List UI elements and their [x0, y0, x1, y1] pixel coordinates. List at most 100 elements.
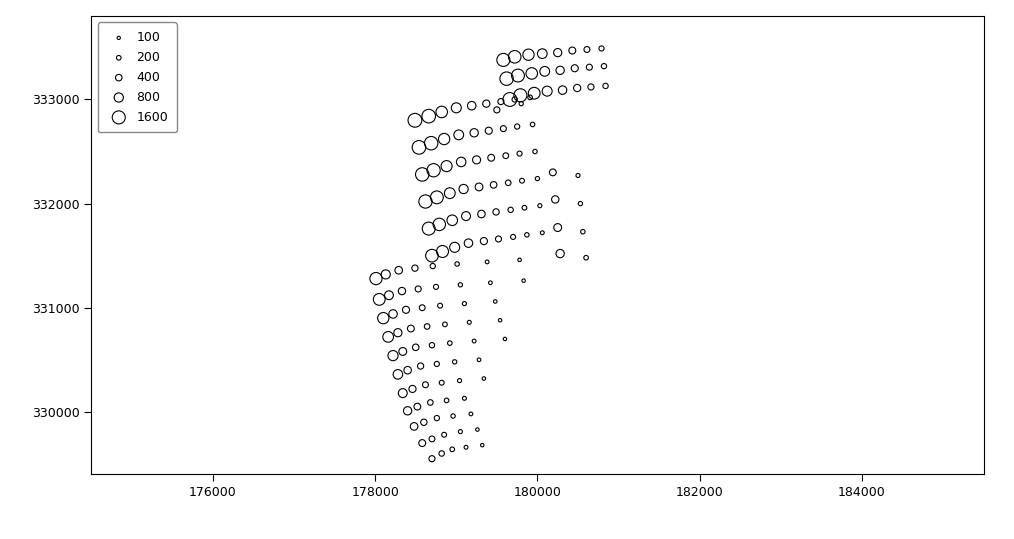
- Point: [389, 370, 406, 379]
- Point: [479, 258, 495, 266]
- Point: [416, 418, 432, 426]
- Point: [469, 425, 486, 434]
- Point: [380, 333, 396, 341]
- Point: [424, 454, 440, 463]
- Point: [552, 66, 568, 74]
- Point: [434, 247, 450, 256]
- Point: [597, 81, 613, 90]
- Point: [408, 343, 424, 351]
- Point: [575, 227, 591, 236]
- Point: [516, 203, 532, 212]
- Point: [502, 95, 518, 104]
- Point: [510, 71, 526, 80]
- Point: [570, 171, 586, 180]
- Point: [368, 274, 384, 283]
- Point: [583, 82, 599, 91]
- Point: [511, 149, 527, 158]
- Point: [389, 328, 406, 337]
- Point: [463, 101, 480, 110]
- Point: [456, 299, 473, 308]
- Point: [442, 339, 458, 348]
- Point: [511, 255, 527, 264]
- Point: [489, 106, 505, 114]
- Point: [423, 139, 439, 148]
- Point: [425, 262, 441, 271]
- Point: [429, 193, 445, 202]
- Point: [509, 122, 525, 131]
- Point: [444, 445, 460, 454]
- Point: [445, 412, 461, 420]
- Point: [436, 431, 452, 439]
- Point: [550, 223, 566, 232]
- Point: [400, 406, 416, 415]
- Point: [495, 125, 511, 133]
- Point: [596, 62, 612, 71]
- Point: [385, 351, 402, 360]
- Point: [446, 243, 462, 252]
- Point: [442, 189, 458, 197]
- Point: [385, 309, 402, 318]
- Point: [545, 168, 561, 177]
- Point: [567, 64, 583, 73]
- Point: [432, 301, 448, 310]
- Point: [497, 335, 513, 343]
- Point: [431, 220, 447, 229]
- Point: [523, 69, 539, 78]
- Point: [375, 314, 391, 322]
- Point: [407, 264, 423, 272]
- Point: [437, 320, 453, 329]
- Point: [499, 74, 515, 83]
- Point: [492, 316, 508, 324]
- Point: [513, 99, 529, 108]
- Point: [394, 347, 411, 356]
- Point: [581, 63, 597, 72]
- Point: [466, 337, 483, 345]
- Point: [514, 176, 530, 185]
- Point: [483, 279, 499, 287]
- Point: [531, 202, 548, 210]
- Point: [466, 128, 483, 137]
- Point: [456, 394, 473, 403]
- Point: [413, 362, 429, 370]
- Point: [524, 120, 540, 129]
- Point: [534, 229, 551, 237]
- Point: [371, 295, 387, 303]
- Point: [578, 253, 594, 262]
- Point: [550, 49, 566, 57]
- Point: [377, 270, 393, 279]
- Point: [481, 126, 497, 135]
- Point: [421, 224, 437, 233]
- Point: [450, 130, 466, 139]
- Point: [446, 357, 462, 366]
- Point: [476, 374, 492, 383]
- Point: [498, 151, 514, 160]
- Point: [552, 249, 568, 258]
- Point: [381, 291, 397, 300]
- Point: [476, 237, 492, 245]
- Point: [458, 212, 475, 220]
- Point: [522, 93, 538, 102]
- Point: [434, 449, 450, 458]
- Point: [448, 103, 464, 112]
- Point: [390, 266, 407, 274]
- Point: [470, 183, 487, 191]
- Point: [400, 366, 416, 375]
- Point: [468, 156, 485, 164]
- Point: [507, 95, 523, 104]
- Point: [548, 195, 564, 204]
- Point: [487, 297, 503, 306]
- Point: [505, 233, 521, 241]
- Point: [414, 303, 430, 312]
- Point: [453, 157, 469, 166]
- Point: [455, 185, 472, 194]
- Point: [488, 208, 504, 216]
- Point: [428, 282, 444, 291]
- Point: [410, 402, 426, 411]
- Point: [438, 162, 454, 170]
- Point: [572, 199, 588, 208]
- Point: [452, 280, 468, 289]
- Point: [564, 46, 580, 55]
- Point: [394, 389, 411, 397]
- Point: [512, 91, 528, 100]
- Point: [418, 381, 434, 389]
